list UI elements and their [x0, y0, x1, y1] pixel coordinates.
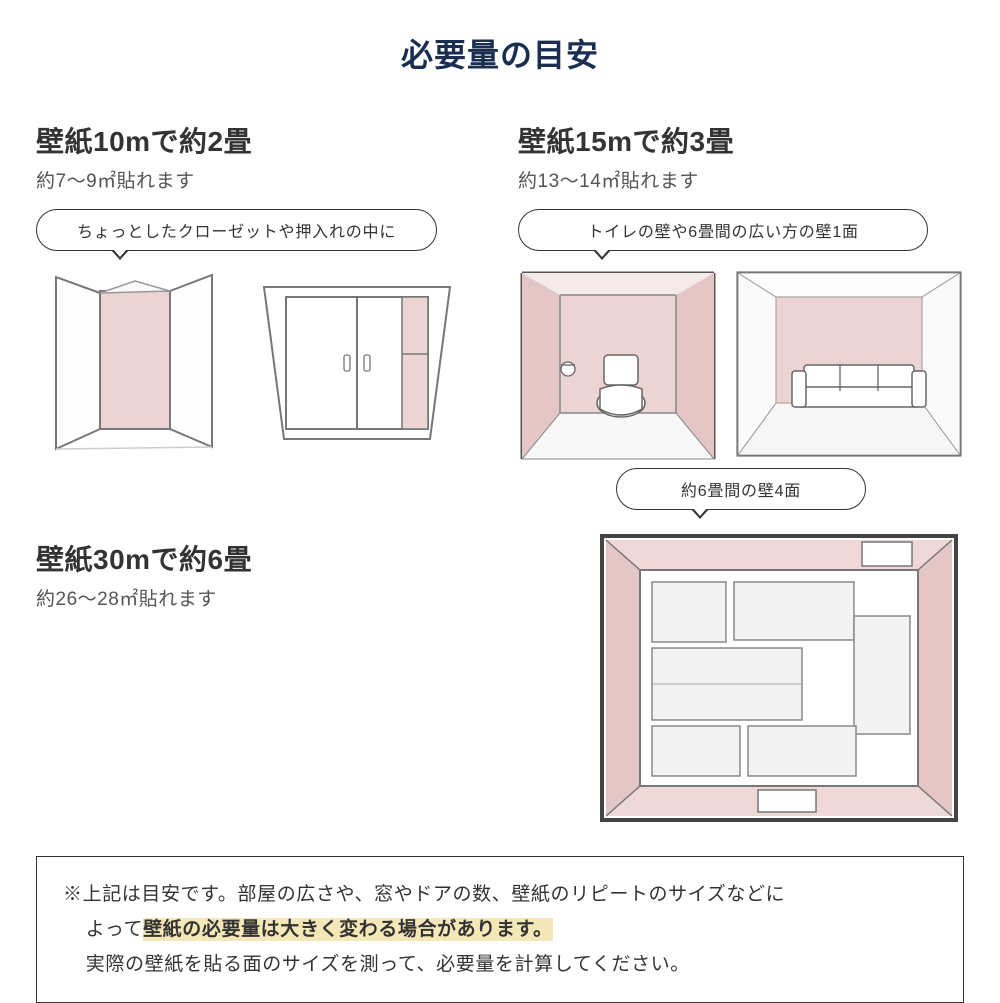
- note-line-1: ※上記は目安です。部屋の広さや、窓やドアの数、壁紙のリピートのサイズなどに: [63, 877, 937, 912]
- note-line-2: よって壁紙の必要量は大きく変わる場合があります。: [86, 912, 937, 947]
- room-topdown-illustration: [594, 528, 964, 828]
- note-box: ※上記は目安です。部屋の広さや、窓やドアの数、壁紙のリピートのサイズなどに よっ…: [36, 856, 964, 1003]
- living-room-illustration: [734, 269, 964, 464]
- note-highlight: 壁紙の必要量は大きく変わる場合があります。: [143, 918, 553, 941]
- section-15m: 壁紙15mで約3畳 約13〜14㎡貼れます トイレの壁や6畳間の広い方の壁1面: [518, 120, 964, 464]
- note-line-2-lead: よって: [86, 919, 143, 940]
- note-line-3: 実際の壁紙を貼る面のサイズを測って、必要量を計算してください。: [86, 947, 937, 982]
- section-30m-sub: 約26〜28㎡貼れます: [36, 584, 472, 611]
- toilet-room-illustration: [518, 269, 718, 464]
- closet-illustration: [36, 269, 236, 464]
- sliding-door-illustration: [252, 269, 462, 464]
- section-30m-title: 壁紙30mで約6畳: [36, 538, 472, 578]
- section-10m-bubble: ちょっとしたクローゼットや押入れの中に: [36, 209, 437, 251]
- section-15m-title: 壁紙15mで約3畳: [518, 120, 964, 160]
- section-10m-sub: 約7〜9㎡貼れます: [36, 166, 472, 193]
- section-15m-illustrations: [518, 269, 964, 464]
- section-15m-sub: 約13〜14㎡貼れます: [518, 166, 964, 193]
- section-30m-bubble: 約6畳間の壁4面: [616, 468, 866, 510]
- section-30m-illustration-wrap: [518, 528, 964, 828]
- section-10m-title: 壁紙10mで約2畳: [36, 120, 472, 160]
- section-10m: 壁紙10mで約2畳 約7〜9㎡貼れます ちょっとしたクローゼットや押入れの中に: [36, 120, 472, 464]
- page-root: 必要量の目安 壁紙10mで約2畳 約7〜9㎡貼れます ちょっとしたクローゼットや…: [0, 0, 1000, 1003]
- main-title: 必要量の目安: [36, 30, 964, 76]
- note-line-1-text: ※上記は目安です。部屋の広さや、窓やドアの数、壁紙のリピートのサイズなどに: [63, 884, 785, 905]
- section-30m-visual: 約6畳間の壁4面: [518, 468, 964, 828]
- content-grid: 壁紙10mで約2畳 約7〜9㎡貼れます ちょっとしたクローゼットや押入れの中に: [36, 120, 964, 828]
- section-10m-illustrations: [36, 269, 472, 464]
- section-30m: 壁紙30mで約6畳 約26〜28㎡貼れます: [36, 468, 472, 828]
- section-15m-bubble: トイレの壁や6畳間の広い方の壁1面: [518, 209, 928, 251]
